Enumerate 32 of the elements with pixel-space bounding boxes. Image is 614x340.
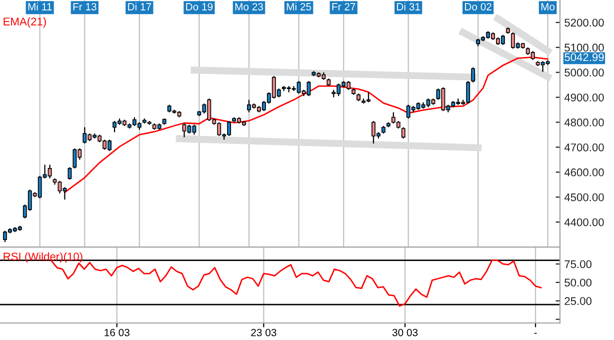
text: EMA(21) — [4, 17, 46, 28]
y-tick-label: 75.00 — [564, 260, 592, 268]
x-tick-label: Do 02 — [465, 3, 492, 10]
y-tick-label: 4500.00 — [564, 193, 604, 202]
y-tick-label: 5200.00 — [564, 18, 604, 27]
y-tick-label: 25.00 — [564, 297, 592, 305]
x-tick-label: Mi 11 — [28, 2, 52, 10]
y-tick-label: 4900.00 — [564, 94, 604, 102]
x-tick-label: 30 03 — [392, 328, 418, 336]
line-series — [64, 56, 548, 194]
x-tick-label: Do 19 — [186, 3, 213, 10]
y-tick-label: 5100.00 — [564, 44, 604, 52]
x-tick-label: Mo 23 — [235, 3, 264, 10]
y-tick-label: 5000.00 — [564, 68, 604, 76]
x-tick-label: Mi 25 — [286, 2, 312, 10]
candlestick — [68, 166, 72, 180]
y-tick-label: 50.00 — [564, 278, 592, 287]
y-tick-label: 4800.00 — [564, 118, 604, 126]
x-tick-label: - — [534, 332, 537, 334]
candlestick — [401, 126, 406, 140]
candlestick — [471, 66, 476, 83]
x-tick-label: Fr 27 — [332, 3, 356, 10]
x-tick-label: Mo — [541, 3, 555, 10]
x-tick-label: 16 03 — [104, 328, 130, 336]
x-tick-label: Fr 13 — [73, 3, 96, 10]
x-tick-label: Di 17 — [128, 2, 152, 10]
y-tick-label: 4400.00 — [564, 218, 604, 226]
x-tick-label: Di 31 — [397, 2, 420, 10]
text: 5042.99 — [564, 53, 604, 62]
y-tick-label: 4600.00 — [564, 168, 604, 176]
y-tick-label: 4700.00 — [564, 143, 604, 152]
x-tick-label: 23 03 — [251, 328, 276, 336]
